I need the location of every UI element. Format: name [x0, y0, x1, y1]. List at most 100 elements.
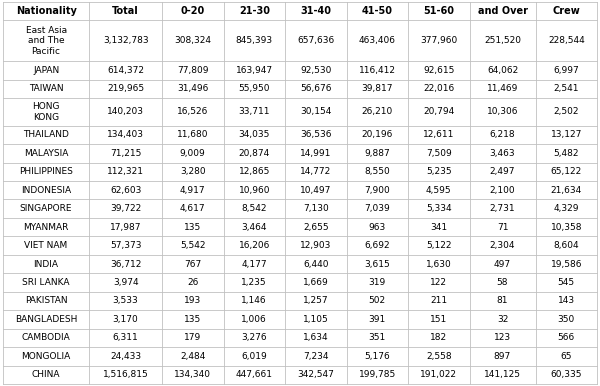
Text: 31,496: 31,496	[177, 84, 208, 93]
Text: 77,809: 77,809	[177, 66, 209, 75]
Text: 1,105: 1,105	[303, 315, 329, 324]
Text: 219,965: 219,965	[107, 84, 144, 93]
Text: 60,335: 60,335	[551, 370, 582, 379]
Text: East Asia
and The
Pacific: East Asia and The Pacific	[26, 26, 67, 56]
Text: 614,372: 614,372	[107, 66, 144, 75]
Text: VIET NAM: VIET NAM	[25, 241, 68, 250]
Text: 5,482: 5,482	[554, 149, 579, 158]
Text: 319: 319	[368, 278, 386, 287]
Text: 20,794: 20,794	[423, 107, 454, 116]
Text: 21,634: 21,634	[551, 186, 582, 195]
Text: 64,062: 64,062	[487, 66, 518, 75]
Text: JAPAN: JAPAN	[33, 66, 59, 75]
Text: 65,122: 65,122	[551, 167, 582, 176]
Text: 2,100: 2,100	[490, 186, 515, 195]
Text: 897: 897	[494, 352, 511, 361]
Text: 141,125: 141,125	[484, 370, 521, 379]
Text: 57,373: 57,373	[110, 241, 142, 250]
Text: 71: 71	[497, 223, 508, 232]
Text: 2,655: 2,655	[303, 223, 329, 232]
Text: and Over: and Over	[478, 6, 527, 16]
Text: 9,009: 9,009	[180, 149, 206, 158]
Text: 12,903: 12,903	[300, 241, 331, 250]
Text: 3,280: 3,280	[180, 167, 206, 176]
Text: 33,711: 33,711	[239, 107, 270, 116]
Text: 502: 502	[368, 296, 386, 305]
Text: 5,334: 5,334	[426, 204, 452, 213]
Text: 3,132,783: 3,132,783	[103, 36, 148, 45]
Text: 8,604: 8,604	[553, 241, 579, 250]
Text: 6,218: 6,218	[490, 130, 515, 139]
Text: 55,950: 55,950	[239, 84, 270, 93]
Text: THAILAND: THAILAND	[23, 130, 69, 139]
Text: MONGOLIA: MONGOLIA	[22, 352, 71, 361]
Text: 351: 351	[368, 334, 386, 342]
Text: 182: 182	[430, 334, 448, 342]
Text: 36,712: 36,712	[110, 259, 142, 269]
Text: 193: 193	[184, 296, 202, 305]
Text: 963: 963	[368, 223, 386, 232]
Text: 391: 391	[368, 315, 386, 324]
Text: 211: 211	[430, 296, 448, 305]
Text: 1,006: 1,006	[241, 315, 267, 324]
Text: 12,865: 12,865	[239, 167, 270, 176]
Text: 6,997: 6,997	[553, 66, 579, 75]
Text: 39,722: 39,722	[110, 204, 141, 213]
Text: 2,731: 2,731	[490, 204, 515, 213]
Text: PAKISTAN: PAKISTAN	[25, 296, 67, 305]
Text: 8,550: 8,550	[364, 167, 390, 176]
Text: 13,127: 13,127	[551, 130, 582, 139]
Text: 39,817: 39,817	[361, 84, 393, 93]
Text: 140,203: 140,203	[107, 107, 144, 116]
Text: 7,900: 7,900	[364, 186, 390, 195]
Text: 135: 135	[184, 223, 202, 232]
Text: 6,019: 6,019	[241, 352, 267, 361]
Text: 5,176: 5,176	[364, 352, 390, 361]
Text: 341: 341	[430, 223, 448, 232]
Text: MYANMAR: MYANMAR	[23, 223, 69, 232]
Text: 3,276: 3,276	[241, 334, 267, 342]
Text: 447,661: 447,661	[236, 370, 273, 379]
Text: 143: 143	[557, 296, 575, 305]
Text: 122: 122	[430, 278, 447, 287]
Text: 4,917: 4,917	[180, 186, 206, 195]
Text: 657,636: 657,636	[297, 36, 334, 45]
Text: 16,206: 16,206	[239, 241, 270, 250]
Text: 92,615: 92,615	[423, 66, 454, 75]
Text: 2,541: 2,541	[554, 84, 579, 93]
Text: BANGLADESH: BANGLADESH	[15, 315, 77, 324]
Text: 8,542: 8,542	[241, 204, 267, 213]
Text: 2,502: 2,502	[554, 107, 579, 116]
Text: PHILIPPINES: PHILIPPINES	[19, 167, 73, 176]
Text: 2,304: 2,304	[490, 241, 515, 250]
Text: 1,516,815: 1,516,815	[103, 370, 149, 379]
Text: Nationality: Nationality	[16, 6, 77, 16]
Text: 31-40: 31-40	[300, 6, 331, 16]
Text: 9,887: 9,887	[364, 149, 390, 158]
Text: 30,154: 30,154	[300, 107, 331, 116]
Text: 497: 497	[494, 259, 511, 269]
Text: 17,987: 17,987	[110, 223, 142, 232]
Text: 6,440: 6,440	[303, 259, 329, 269]
Text: 163,947: 163,947	[236, 66, 273, 75]
Text: 41-50: 41-50	[362, 6, 393, 16]
Text: 4,177: 4,177	[241, 259, 267, 269]
Text: 7,234: 7,234	[303, 352, 329, 361]
Text: 123: 123	[494, 334, 511, 342]
Text: 19,586: 19,586	[551, 259, 582, 269]
Text: 11,469: 11,469	[487, 84, 518, 93]
Text: 308,324: 308,324	[174, 36, 211, 45]
Text: 5,542: 5,542	[180, 241, 205, 250]
Text: 4,595: 4,595	[426, 186, 452, 195]
Text: 32: 32	[497, 315, 508, 324]
Text: 92,530: 92,530	[300, 66, 331, 75]
Text: 545: 545	[557, 278, 575, 287]
Text: 36,536: 36,536	[300, 130, 331, 139]
Text: 65: 65	[560, 352, 572, 361]
Text: 3,463: 3,463	[490, 149, 515, 158]
Text: 134,340: 134,340	[174, 370, 211, 379]
Text: 6,692: 6,692	[364, 241, 390, 250]
Text: 51-60: 51-60	[423, 6, 454, 16]
Text: SINGAPORE: SINGAPORE	[20, 204, 73, 213]
Text: 1,669: 1,669	[303, 278, 329, 287]
